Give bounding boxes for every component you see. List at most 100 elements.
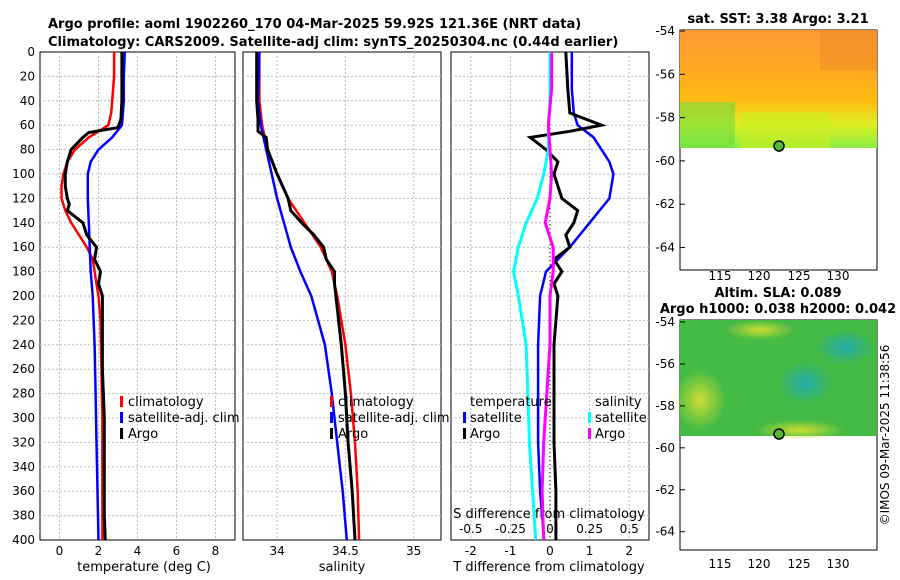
- sla-map-texture: [674, 320, 875, 440]
- salinity-tick-labels: 34 34.5 35: [269, 544, 421, 558]
- sla-high-blob: [674, 370, 726, 430]
- sla-map-subtitle: Argo h1000: 0.038 h2000: 0.042: [660, 302, 896, 317]
- map-x-tick-label: 130: [827, 269, 850, 283]
- legend-label: satellite: [595, 411, 647, 426]
- sst-map-tick-labels: 115 120 125 130 -54 -56 -58 -60 -62 -64: [655, 24, 849, 283]
- depth-tick-labels: 0 20 40 60 80 100 120 140 160 180 200 220 240 260 280 3…: [12, 45, 35, 547]
- sst-map-title: sat. SST: 3.38 Argo: 3.21: [687, 12, 868, 27]
- legend-swatch-argo: [330, 428, 333, 439]
- depth-tick-label: 400: [12, 533, 35, 547]
- map-y-tick-label: -58: [655, 399, 675, 413]
- temperature-tick-labels: 0 2 4 6 8: [56, 544, 220, 558]
- t-diff-argo-line: [526, 52, 607, 540]
- depth-tick-label: 240: [12, 338, 35, 352]
- sla-argo-marker: [773, 428, 785, 440]
- difference-legend: temperature satellite Argo salinity sate…: [463, 395, 647, 442]
- sla-low-blob: [815, 329, 875, 365]
- temperature-grid: [40, 52, 235, 540]
- sst-warm-patch: [740, 112, 830, 148]
- map-x-tick-label: 115: [709, 269, 732, 283]
- map-y-tick-label: -64: [655, 241, 675, 255]
- legend-label: Argo: [338, 427, 368, 442]
- depth-tick-label: 260: [12, 362, 35, 376]
- legend-swatch-argo: [120, 428, 123, 439]
- s-difference-axis-label: S difference from climatology: [453, 507, 645, 522]
- depth-tick-label: 160: [12, 240, 35, 254]
- x-tick-label: 2: [625, 544, 633, 558]
- legend-swatch-climatology: [120, 396, 123, 407]
- s-tick-label: -0.25: [495, 522, 526, 536]
- x-tick-label: 4: [134, 544, 142, 558]
- t-difference-tick-labels: -2 -1 0 1 2: [465, 544, 633, 558]
- t-difference-axis-label: T difference from climatology: [452, 560, 645, 575]
- legend-swatch-t-satellite: [463, 412, 466, 423]
- x-tick-label: 0: [546, 544, 554, 558]
- sst-argo-marker: [773, 140, 785, 152]
- depth-tick-label: 140: [12, 216, 35, 230]
- map-x-tick-label: 125: [788, 269, 811, 283]
- map-y-tick-label: -54: [655, 315, 675, 329]
- depth-tick-label: 120: [12, 191, 35, 205]
- x-tick-label: 34.5: [332, 544, 359, 558]
- depth-tick-label: 320: [12, 435, 35, 449]
- legend-title-salinity: salinity: [595, 395, 642, 410]
- map-y-tick-label: -56: [655, 357, 675, 371]
- legend-swatch-s-argo: [588, 428, 591, 439]
- temperature-argo-line: [63, 52, 124, 540]
- depth-tick-label: 360: [12, 484, 35, 498]
- depth-tick-label: 180: [12, 265, 35, 279]
- map-x-tick-label: 120: [748, 557, 771, 571]
- legend-swatch-s-satellite: [588, 412, 591, 423]
- x-tick-label: 2: [95, 544, 103, 558]
- depth-tick-label: 20: [20, 69, 35, 83]
- sst-map-texture: [680, 30, 877, 148]
- map-y-tick-label: -56: [655, 67, 675, 81]
- temperature-satellite-line: [86, 52, 127, 540]
- depth-tick-label: 40: [20, 94, 35, 108]
- map-y-tick-label: -58: [655, 111, 675, 125]
- legend-swatch-satellite: [120, 412, 123, 423]
- temperature-axis-label: temperature (deg C): [77, 560, 211, 575]
- legend-label: climatology: [128, 395, 204, 410]
- x-tick-label: 8: [212, 544, 220, 558]
- legend-label: Argo: [595, 427, 625, 442]
- legend-label: climatology: [338, 395, 414, 410]
- figure-title-line1: Argo profile: aoml 1902260_170 04-Mar-20…: [48, 17, 581, 32]
- x-tick-label: -2: [465, 544, 477, 558]
- figure-title-line2: Climatology: CARS2009. Satellite-adj cli…: [48, 35, 618, 50]
- depth-tick-label: 340: [12, 460, 35, 474]
- t-diff-satellite-line: [536, 52, 615, 540]
- salinity-legend: climatology satellite-adj. clim Argo: [330, 395, 450, 442]
- sst-cold-patch: [680, 102, 735, 148]
- depth-tick-label: 280: [12, 387, 35, 401]
- salinity-climatology-line: [258, 52, 361, 540]
- x-tick-label: 1: [586, 544, 594, 558]
- depth-tick-label: 80: [20, 143, 35, 157]
- map-y-tick-label: -60: [655, 154, 675, 168]
- legend-label: satellite-adj. clim: [338, 411, 450, 426]
- legend-label: Argo: [128, 427, 158, 442]
- legend-title-temperature: temperature: [470, 395, 552, 410]
- map-x-tick-label: 130: [827, 557, 850, 571]
- map-y-tick-label: -62: [655, 483, 675, 497]
- temperature-legend: climatology satellite-adj. clim Argo: [120, 395, 240, 442]
- sla-map-tick-labels: 115 120 125 130 -54 -56 -58 -60 -62 -64: [655, 315, 849, 571]
- sla-map-title: Altim. SLA: 0.089: [715, 286, 842, 301]
- depth-tick-label: 220: [12, 313, 35, 327]
- sla-high-blob: [755, 420, 845, 440]
- s-tick-label: 0.25: [576, 522, 603, 536]
- depth-tick-label: 100: [12, 167, 35, 181]
- sst-hot-patch: [820, 30, 877, 70]
- depth-tick-label: 0: [27, 45, 35, 59]
- s-tick-label: -0.5: [459, 522, 482, 536]
- legend-label: satellite-adj. clim: [128, 411, 240, 426]
- imos-credit: ©IMOS 09-Mar-2025 11:38:56: [878, 345, 892, 526]
- depth-tick-label: 300: [12, 411, 35, 425]
- map-x-tick-label: 120: [748, 269, 771, 283]
- x-tick-label: 0: [56, 544, 64, 558]
- depth-tick-label: 200: [12, 289, 35, 303]
- map-y-tick-label: -54: [655, 24, 675, 38]
- legend-swatch-climatology: [330, 396, 333, 407]
- salinity-grid: [243, 52, 441, 540]
- x-tick-label: 6: [173, 544, 181, 558]
